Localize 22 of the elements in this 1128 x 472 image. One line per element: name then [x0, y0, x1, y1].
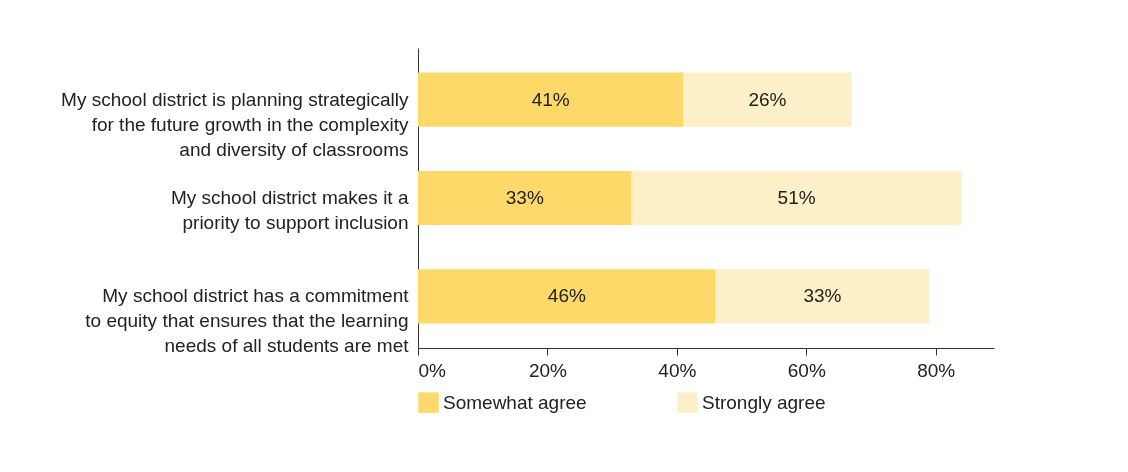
- data-label: 26%: [748, 88, 787, 110]
- y-tick-label: My school district has a commitment to equity that ensures that the learning needs of all students are met: [85, 285, 410, 357]
- legend-label: Strongly agree: [702, 391, 826, 413]
- legend-label: Somewhat agree: [443, 391, 587, 413]
- data-label: 51%: [777, 187, 816, 208]
- x-tick-label: 40%: [658, 359, 697, 381]
- y-tick-label: My school district is planning strategically for the future growth in the complexity and diversity of classrooms: [61, 88, 409, 160]
- x-tick-label: 0%: [418, 359, 447, 381]
- bar: [631, 170, 962, 226]
- bar: [418, 72, 684, 127]
- x-tick-label: 20%: [528, 359, 568, 381]
- bar: [418, 170, 632, 226]
- x-tick-label: 80%: [917, 359, 956, 381]
- data-label: 33%: [803, 285, 842, 307]
- bar: [715, 269, 930, 324]
- data-label: 33%: [505, 187, 544, 208]
- x-tick-label: 60%: [787, 359, 826, 381]
- data-label: 41%: [531, 88, 570, 110]
- data-label: 46%: [547, 285, 586, 307]
- bar: [418, 269, 716, 324]
- bar: [683, 72, 852, 127]
- y-tick-label: My school district makes it a priority to support inclusion: [170, 187, 409, 233]
